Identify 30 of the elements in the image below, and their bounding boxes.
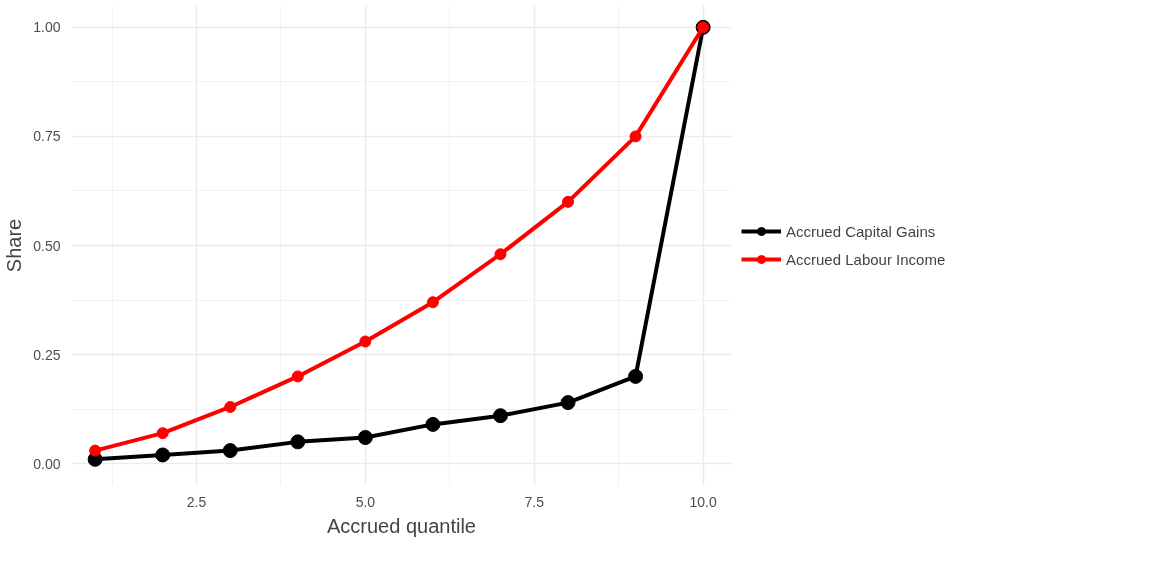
point: [562, 195, 575, 208]
x-axis-title: Accrued quantile: [327, 514, 476, 537]
point: [156, 427, 169, 440]
x-tick-label: 2.5: [186, 493, 207, 510]
point: [492, 408, 508, 424]
point: [290, 434, 306, 450]
point: [224, 400, 237, 413]
point: [494, 248, 507, 261]
point: [426, 296, 439, 309]
y-tick-label: 0.75: [33, 128, 61, 145]
legend-label: Accrued Capital Gains: [786, 222, 936, 240]
y-tick-label: 0.50: [33, 237, 61, 254]
point: [222, 443, 238, 459]
point: [628, 368, 644, 384]
x-tick-label: 5.0: [355, 493, 376, 510]
legend-label: Accrued Labour Income: [786, 250, 946, 268]
y-tick-label: 0.25: [33, 346, 61, 363]
x-tick-label: 10.0: [689, 493, 717, 510]
point: [425, 416, 441, 432]
point: [89, 444, 102, 457]
y-tick-label: 0.00: [33, 455, 61, 472]
y-axis-title: Share: [3, 218, 26, 273]
point: [291, 370, 304, 383]
point: [629, 130, 642, 143]
y-tick-label: 1.00: [33, 19, 61, 36]
point: [359, 335, 372, 348]
point: [357, 430, 373, 445]
x-tick-label: 7.5: [524, 493, 545, 510]
point: [155, 447, 171, 463]
point: [560, 395, 576, 411]
